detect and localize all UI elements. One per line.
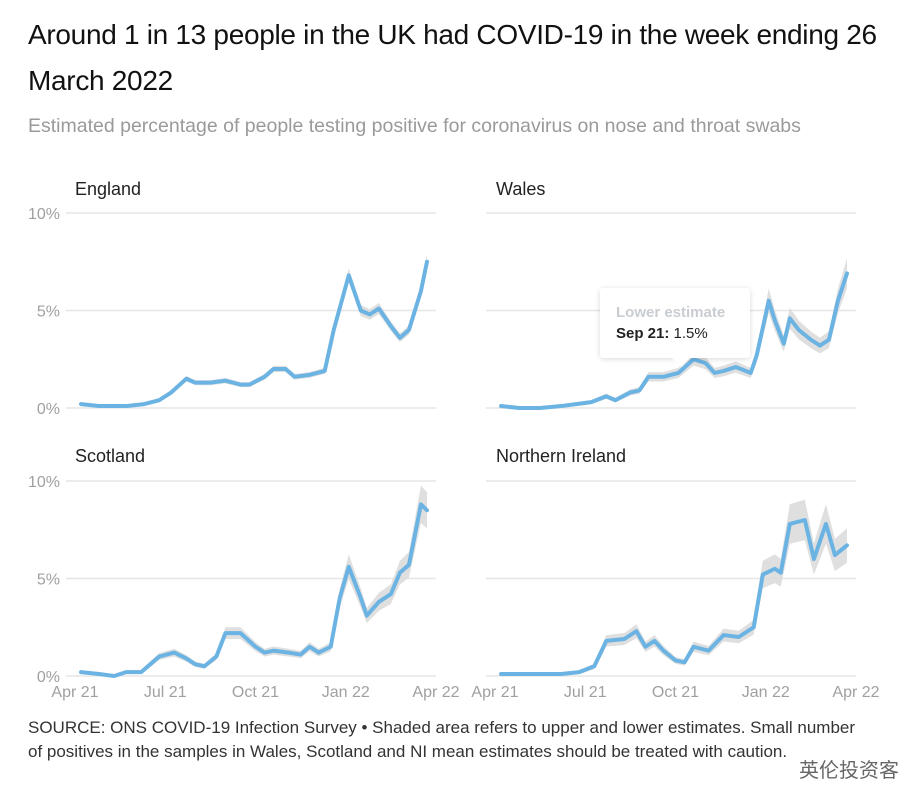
chart-subtitle: Estimated percentage of people testing p… (28, 115, 801, 137)
source-note: SOURCE: ONS COVID-19 Infection Survey • … (28, 718, 856, 761)
y-tick-label: 5% (37, 572, 60, 589)
x-tick-label: Jan 22 (742, 684, 790, 701)
y-tick-label: 0% (37, 401, 60, 418)
panel-northern-ireland: Northern Ireland Apr 21 Jul 21 Oct 21 Jan 22… (471, 446, 879, 701)
x-tick-label: Apr 22 (412, 684, 459, 701)
hover-tooltip: Lower estimate Sep 21: 1.5% (600, 288, 750, 367)
x-tick-label: Jul 21 (144, 684, 187, 701)
y-tick-label: 0% (37, 669, 60, 686)
panel-title: Wales (496, 179, 545, 199)
x-tick-label: Jan 22 (322, 684, 370, 701)
series-line (499, 271, 849, 410)
series-line (79, 502, 429, 678)
uncertainty-band (81, 254, 427, 408)
panel-england: England 0% 5% 10% (28, 179, 436, 418)
series-line (79, 259, 429, 409)
panel-title: Northern Ireland (496, 446, 626, 466)
x-tick-label: Apr 22 (832, 684, 879, 701)
series-line (499, 518, 849, 677)
tooltip-heading: Lower estimate (616, 304, 726, 321)
x-tick-label: Jul 21 (564, 684, 607, 701)
x-tick-label: Oct 21 (652, 684, 699, 701)
panel-title: England (75, 179, 141, 199)
panel-title: Scotland (75, 446, 145, 466)
x-tick-label: Oct 21 (232, 684, 279, 701)
x-tick-label: Apr 21 (471, 684, 518, 701)
y-tick-label: 10% (28, 206, 60, 223)
uncertainty-band (501, 499, 847, 676)
y-tick-label: 10% (28, 474, 60, 491)
panel-scotland: Scotland 0% 5% 10% Apr 21 Jul 21 Oct 21 Jan 22 A… (28, 446, 460, 701)
tooltip-value: 1.5% (673, 325, 708, 342)
tooltip-date: Sep 21: (616, 325, 670, 342)
y-tick-label: 5% (37, 304, 60, 321)
tooltip-value-line: Sep 21: 1.5% (616, 325, 708, 342)
chart-title: Around 1 in 13 people in the UK had COVI… (28, 19, 877, 96)
watermark: 英伦投资客 (799, 760, 899, 782)
uncertainty-band (81, 485, 427, 676)
x-tick-label: Apr 21 (51, 684, 98, 701)
